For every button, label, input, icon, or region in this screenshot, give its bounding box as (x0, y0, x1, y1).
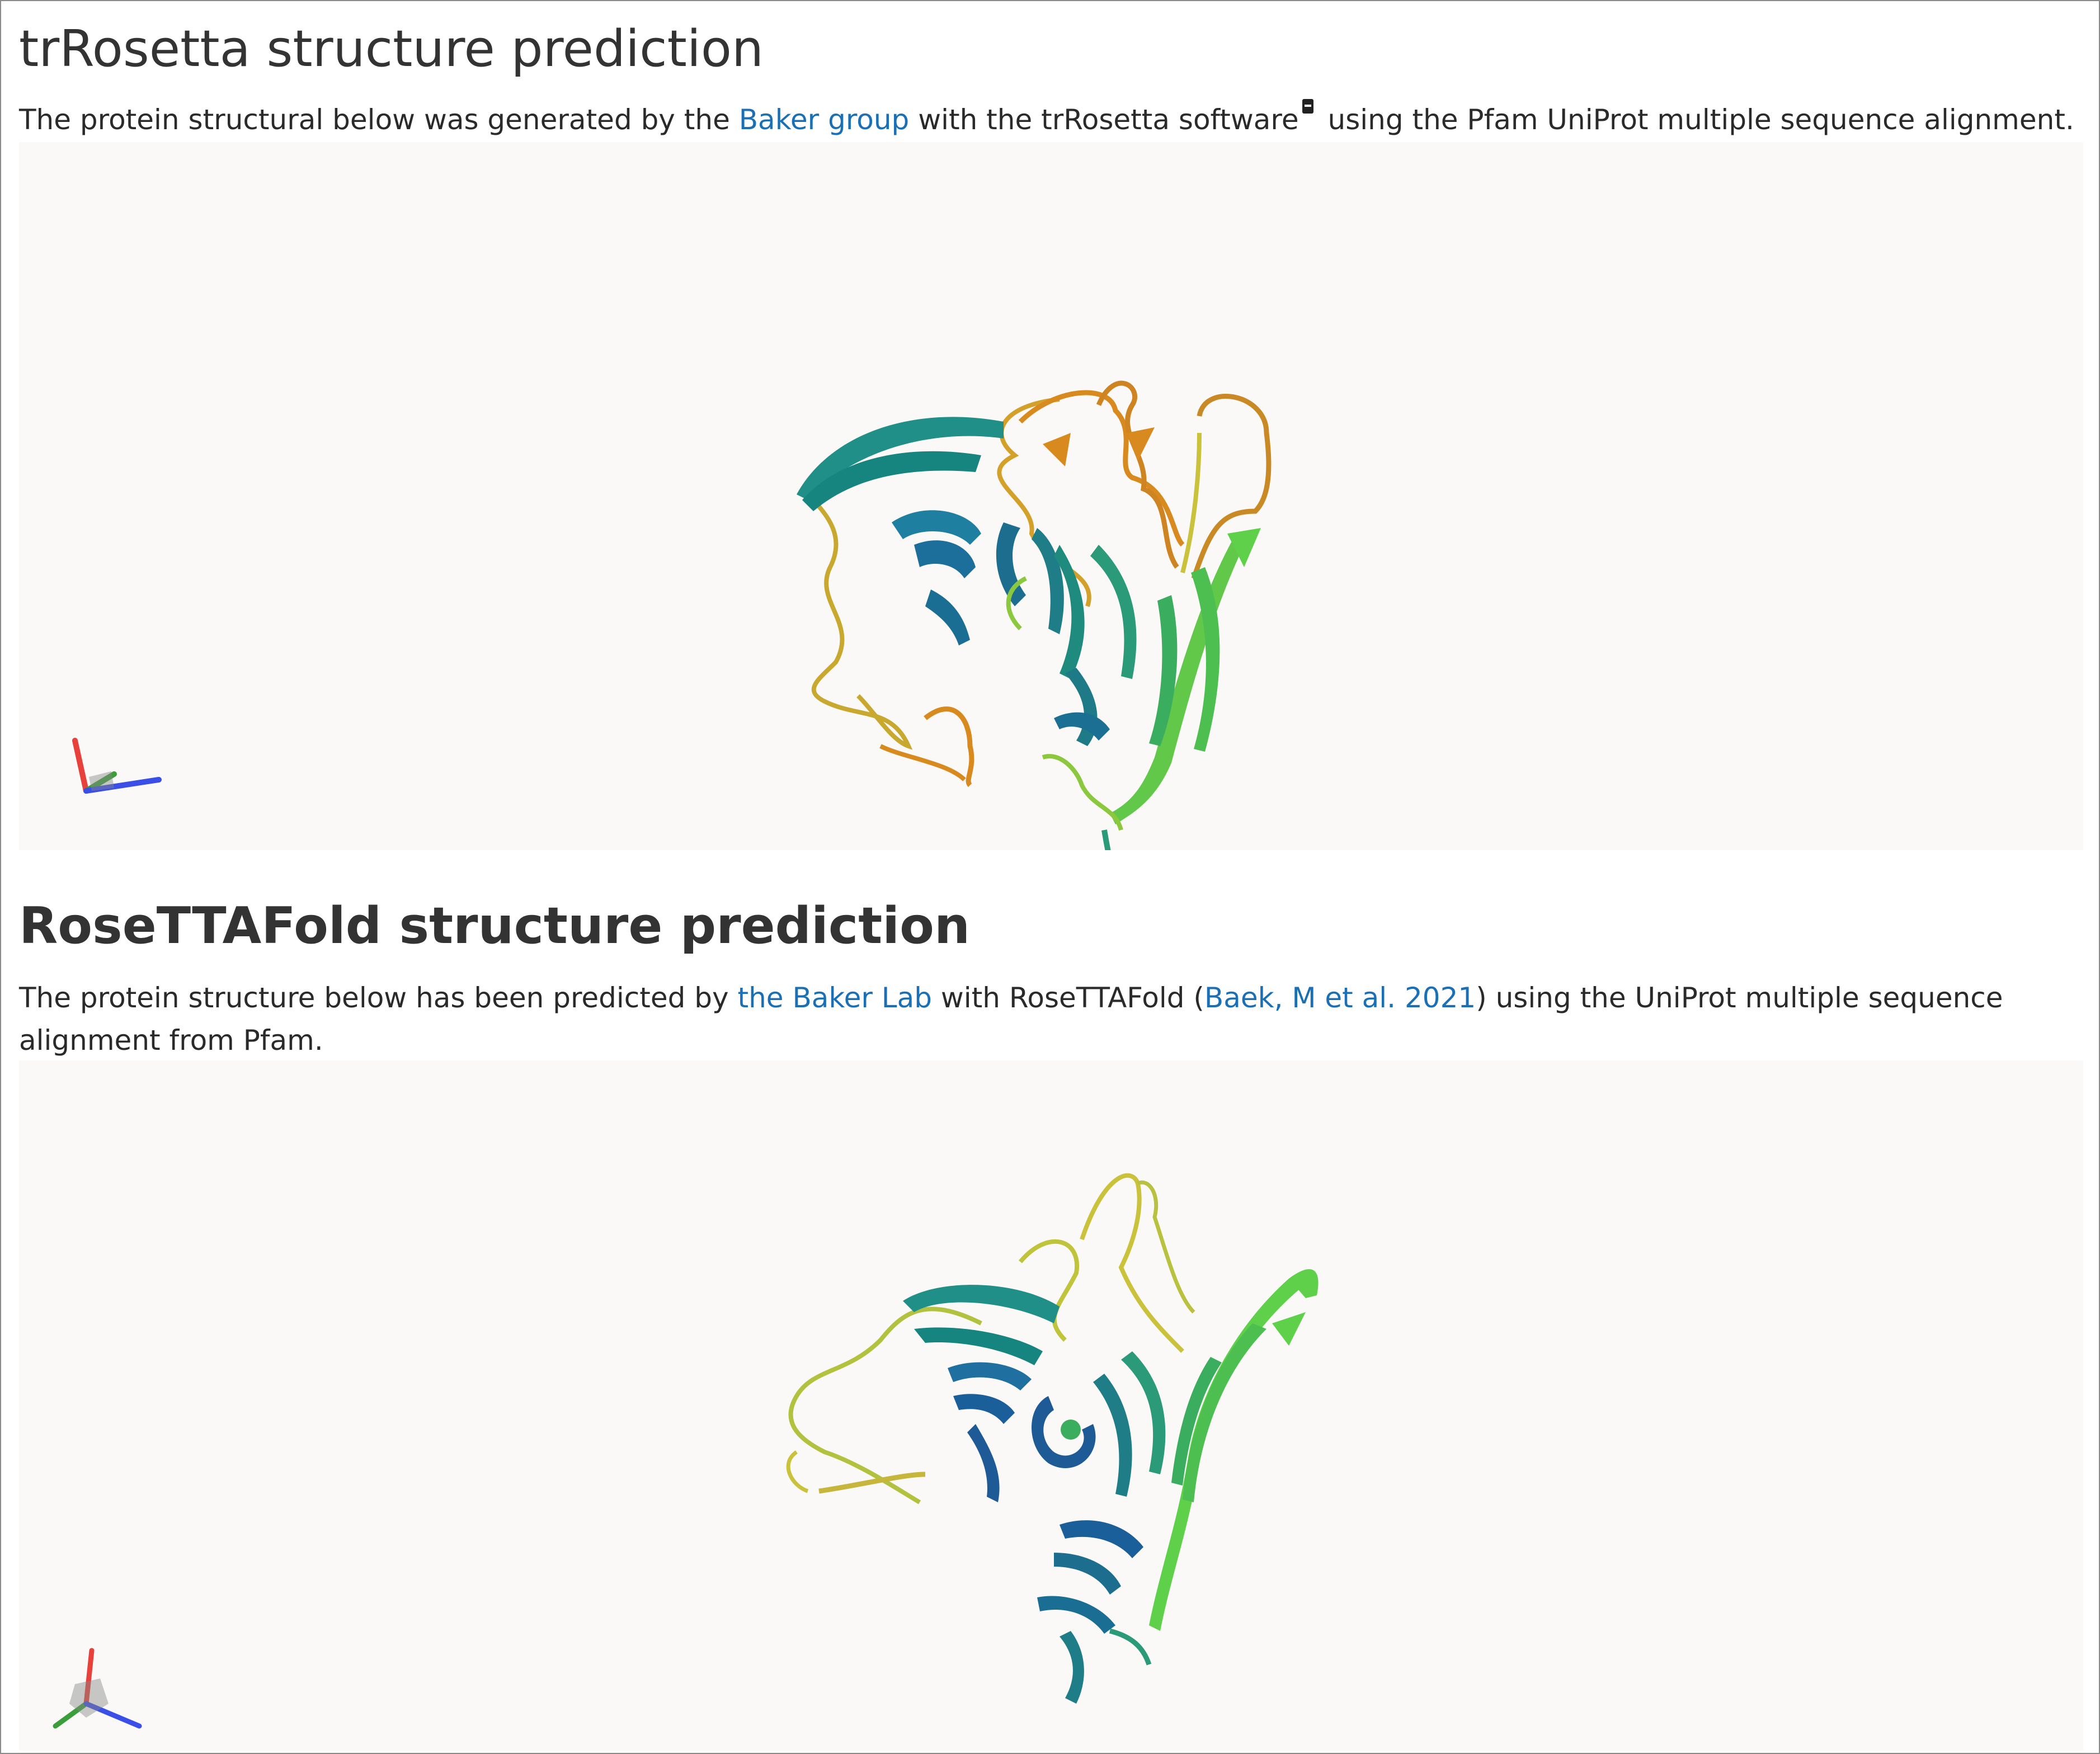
rosettafold-structure-viewer[interactable] (19, 1060, 2083, 1751)
external-link-icon[interactable] (1302, 99, 1313, 114)
trrosetta-heading: trRosetta structure prediction (19, 20, 764, 78)
desc-text: using the Pfam UniProt multiple sequence… (1319, 103, 2074, 136)
desc-text: The protein structure below has been pre… (19, 982, 738, 1014)
desc-text: ) using the UniProt multiple sequence al… (19, 982, 2003, 1057)
desc-text: with the trRosetta software (909, 103, 1299, 136)
axes-orientation-icon (53, 1648, 142, 1729)
baker-lab-link[interactable]: the Baker Lab (737, 982, 933, 1014)
protein-cartoon-trrosetta[interactable] (19, 142, 2083, 850)
rosettafold-description: The protein structure below has been pre… (19, 977, 2078, 1062)
baker-group-link[interactable]: Baker group (738, 103, 910, 136)
trrosetta-structure-viewer[interactable] (19, 142, 2083, 850)
desc-text: The protein structural below was generat… (19, 103, 739, 136)
rosettafold-heading: RoseTTAFold structure prediction (19, 897, 971, 955)
protein-cartoon-rosettafold[interactable] (19, 1060, 2083, 1751)
axes-orientation-icon (72, 738, 162, 794)
trrosetta-description: The protein structural below was generat… (19, 98, 2078, 141)
baek-citation-link[interactable]: Baek, M et al. 2021 (1204, 982, 1476, 1014)
desc-text: with RoseTTAFold ( (932, 982, 1204, 1014)
